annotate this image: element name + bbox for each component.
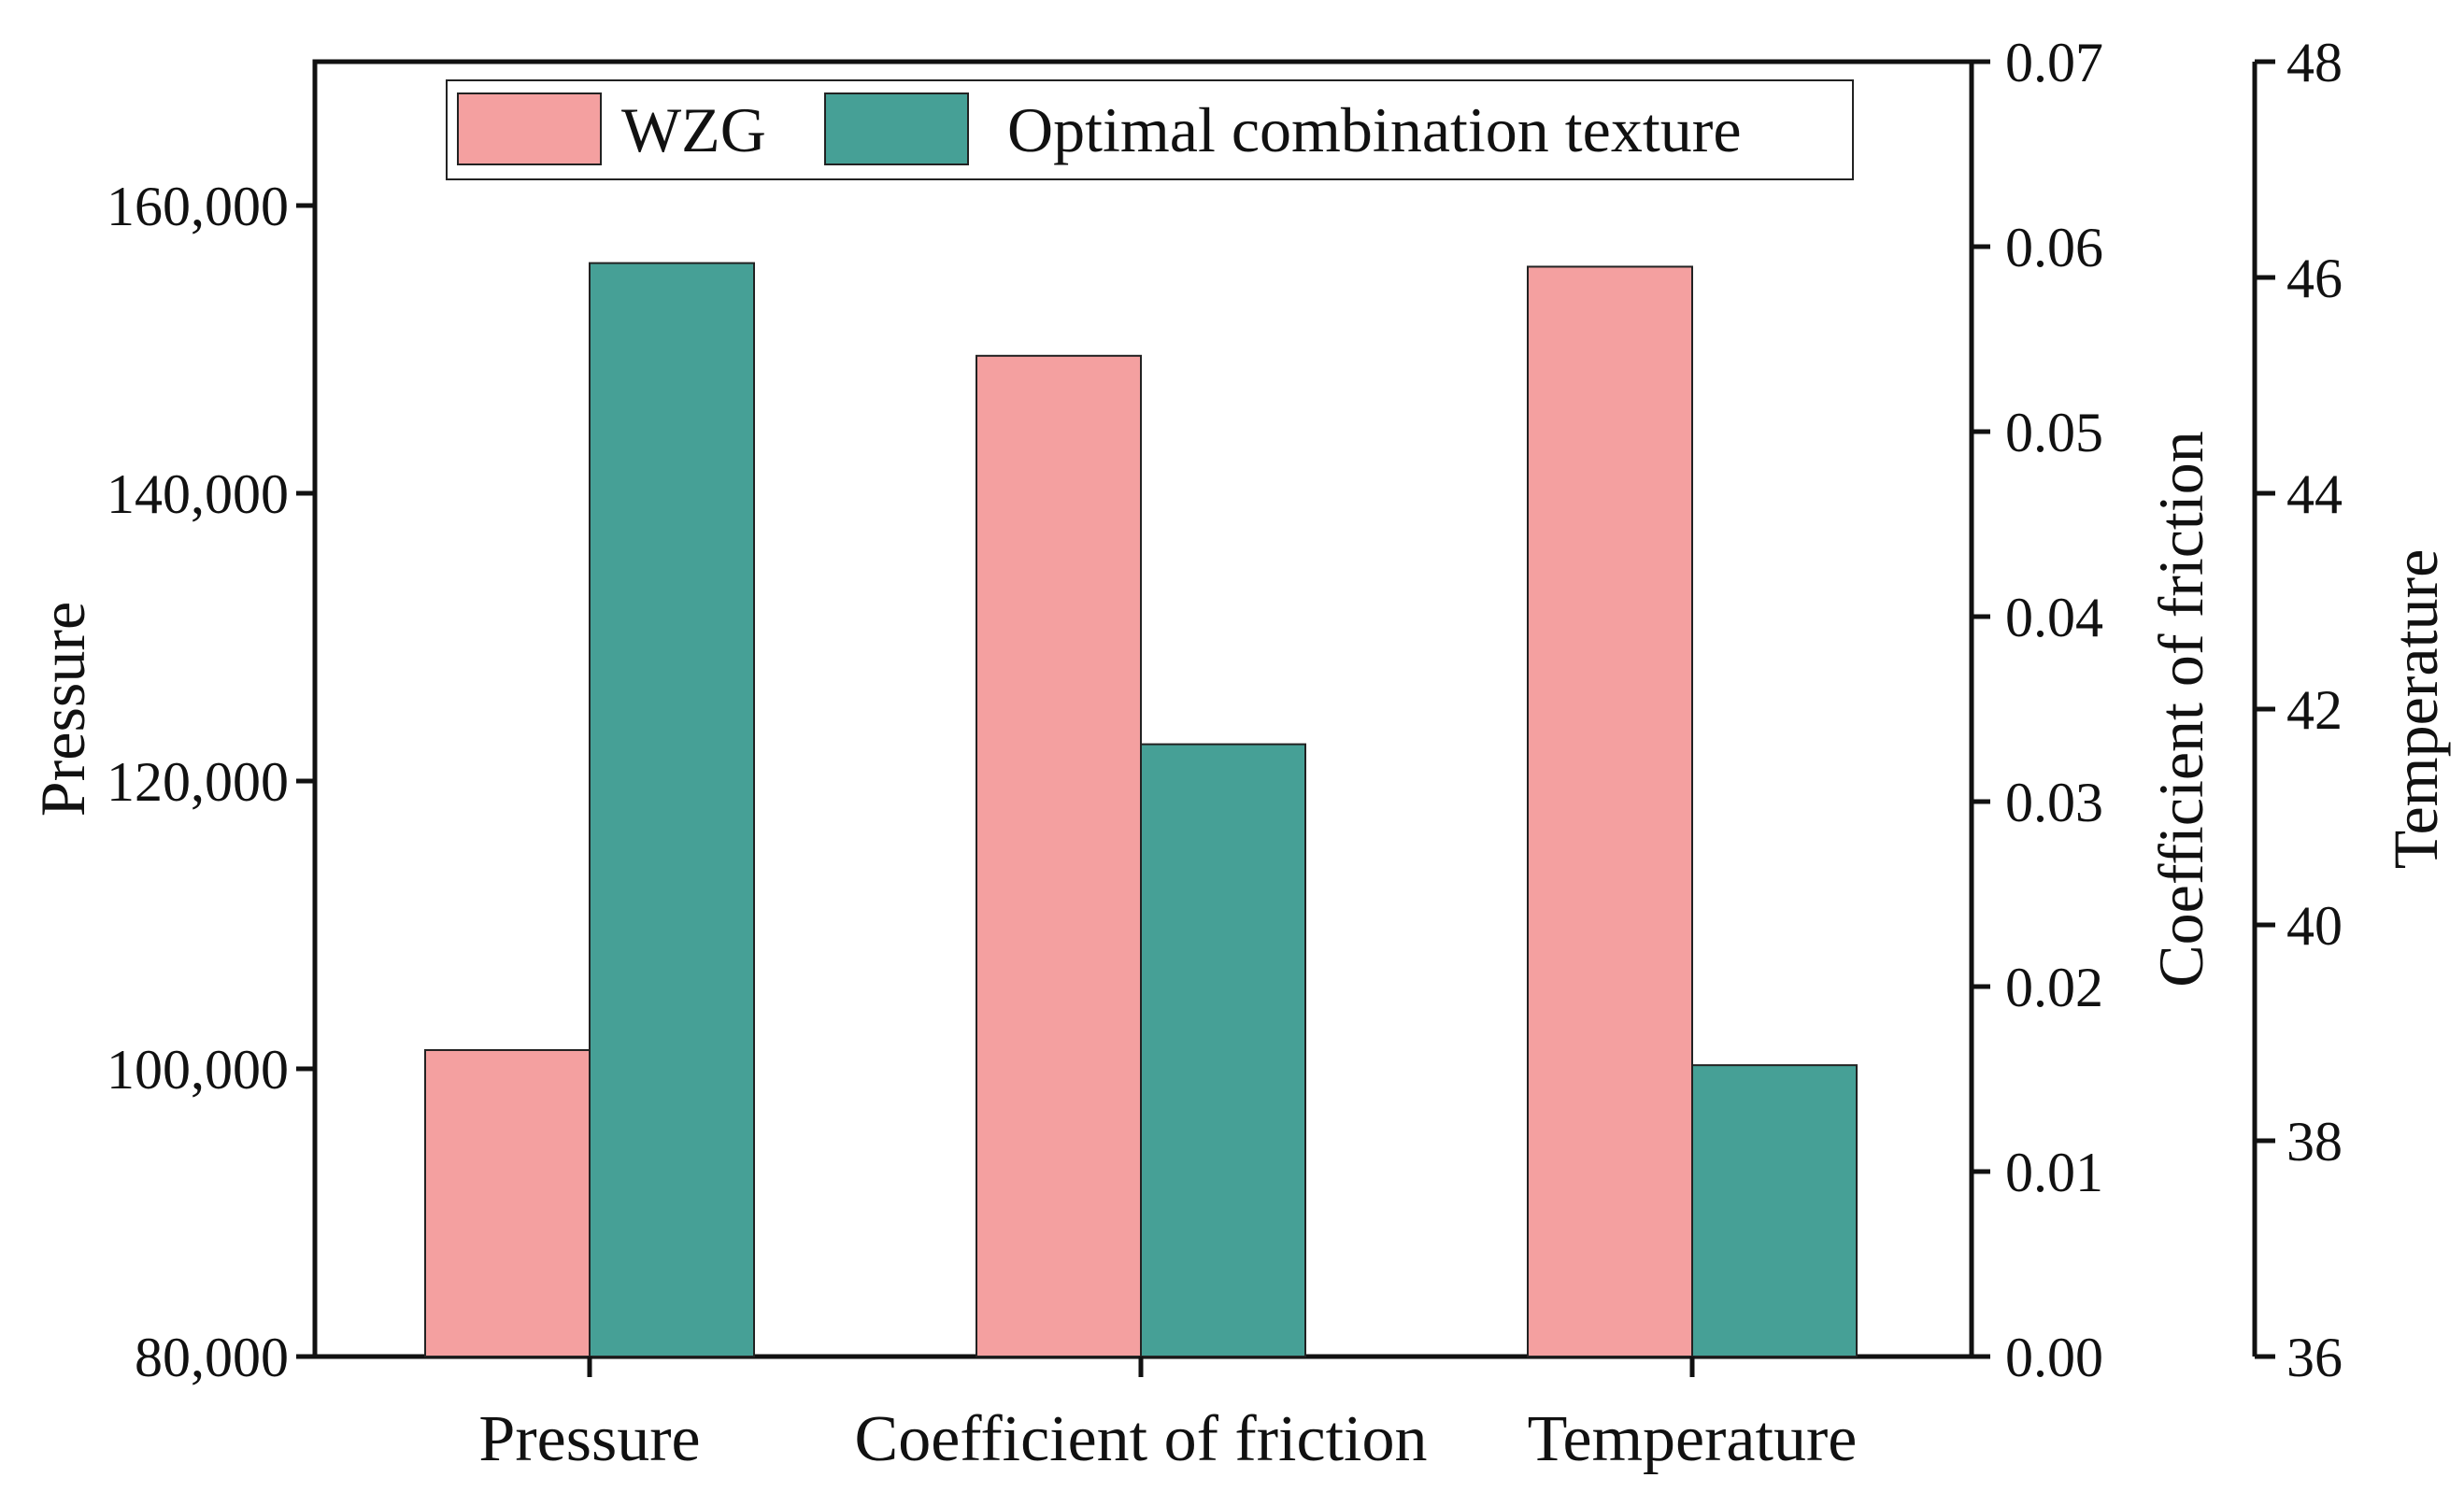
friction-tick-label: 0.03 <box>2005 772 2103 833</box>
bars <box>424 262 1858 1358</box>
legend-swatch-optimal <box>824 92 969 165</box>
temperature-tick-label: 46 <box>2286 248 2343 309</box>
bar-wzg-1 <box>976 354 1142 1358</box>
temperature-tick-label: 48 <box>2286 32 2343 93</box>
temperature-tick-label: 36 <box>2286 1327 2343 1388</box>
legend-label-wzg: WZG <box>621 94 766 165</box>
friction-axis: 0.00 0.01 0.02 0.03 0.04 0.05 0.06 0.07 <box>1972 32 2103 1388</box>
legend-label-optimal: Optimal combination texture <box>1007 94 1742 165</box>
friction-tick-label: 0.06 <box>2005 217 2103 278</box>
left-tick-label: 80,000 <box>135 1327 289 1388</box>
temperature-axis: 36 38 40 42 44 46 48 <box>2255 32 2343 1388</box>
friction-tick-label: 0.00 <box>2005 1327 2103 1388</box>
legend-box <box>446 79 1854 180</box>
left-axis-title: Pressure <box>27 602 98 817</box>
bar-optimal-2 <box>1691 1064 1858 1358</box>
x-axis: Pressure Coefficient of friction Temperatu… <box>478 1357 1857 1475</box>
left-tick-label: 120,000 <box>107 751 289 813</box>
left-tick-label: 160,000 <box>107 176 289 237</box>
temperature-axis-title: Temperature <box>2380 549 2451 870</box>
x-tick-label: Coefficient of friction <box>855 1403 1428 1475</box>
bar-wzg-0 <box>424 1048 591 1357</box>
friction-tick-label: 0.02 <box>2005 957 2103 1018</box>
x-tick-label: Temperature <box>1528 1403 1858 1475</box>
temperature-tick-label: 42 <box>2286 679 2343 741</box>
legend-swatch-wzg <box>457 92 602 165</box>
friction-axis-title: Coefficient of friction <box>2145 431 2216 987</box>
left-axis: 80,000 100,000 120,000 140,000 160,000 <box>107 176 315 1388</box>
temperature-tick-label: 44 <box>2286 463 2343 525</box>
bar-wzg-2 <box>1527 265 1693 1358</box>
x-tick-label: Pressure <box>478 1403 700 1475</box>
friction-tick-label: 0.07 <box>2005 32 2103 93</box>
friction-tick-label: 0.05 <box>2005 402 2103 463</box>
friction-tick-label: 0.04 <box>2005 587 2103 648</box>
legend: WZG Optimal combination texture <box>446 79 1854 180</box>
temperature-tick-label: 40 <box>2286 895 2343 957</box>
bar-optimal-1 <box>1140 743 1306 1357</box>
left-tick-label: 140,000 <box>107 463 289 525</box>
friction-tick-label: 0.01 <box>2005 1142 2103 1203</box>
temperature-tick-label: 38 <box>2286 1111 2343 1172</box>
bar-optimal-0 <box>589 262 755 1358</box>
left-tick-label: 100,000 <box>107 1039 289 1101</box>
